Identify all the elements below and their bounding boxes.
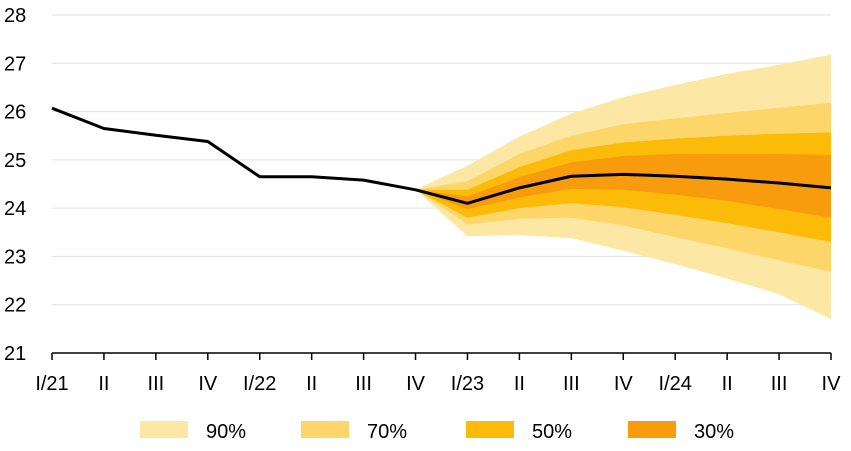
x-tick-label: III — [148, 373, 165, 395]
central-line-path — [51, 106, 832, 205]
y-tick-label: 23 — [4, 246, 26, 268]
x-tick-label: IV — [198, 373, 218, 395]
confidence-bands — [415, 54, 831, 320]
y-tick-label: 24 — [4, 198, 26, 220]
x-tick-label: I/22 — [243, 373, 276, 395]
legend: 90% 70% 50% 30% — [140, 421, 734, 443]
legend-item: 90% — [140, 421, 246, 443]
y-tick-label: 27 — [4, 53, 26, 75]
x-tick-label: III — [355, 373, 372, 395]
legend-label: 30% — [694, 421, 734, 443]
legend-label: 70% — [367, 421, 407, 443]
x-tick-label: II — [98, 373, 109, 395]
x-tick-label: III — [563, 373, 580, 395]
x-tick-label: II — [514, 373, 525, 395]
y-tick-label: 22 — [4, 295, 26, 317]
x-tick-label: I/23 — [451, 373, 484, 395]
legend-item: 50% — [466, 421, 572, 443]
x-tick-label: I/24 — [659, 373, 692, 395]
band-30pct — [415, 154, 831, 218]
x-tick-label: IV — [822, 373, 842, 395]
legend-label: 50% — [532, 421, 572, 443]
legend-item: 70% — [301, 421, 407, 443]
x-tick-label: IV — [406, 373, 426, 395]
x-tick-label: II — [306, 373, 317, 395]
y-tick-label: 28 — [4, 5, 26, 27]
x-tick-label: I/21 — [35, 373, 68, 395]
legend-swatch — [466, 421, 514, 438]
x-tick-label: IV — [614, 373, 634, 395]
y-tick-label: 25 — [4, 150, 26, 172]
central-line — [51, 106, 832, 205]
legend-swatch — [301, 421, 349, 438]
y-tick-label: 21 — [4, 343, 26, 365]
legend-item: 30% — [628, 421, 734, 443]
legend-swatch — [140, 421, 188, 438]
legend-label: 90% — [206, 421, 246, 443]
x-tick-label: III — [771, 373, 788, 395]
x-tick-label: II — [722, 373, 733, 395]
y-tick-label: 26 — [4, 102, 26, 124]
legend-swatch — [628, 421, 676, 438]
